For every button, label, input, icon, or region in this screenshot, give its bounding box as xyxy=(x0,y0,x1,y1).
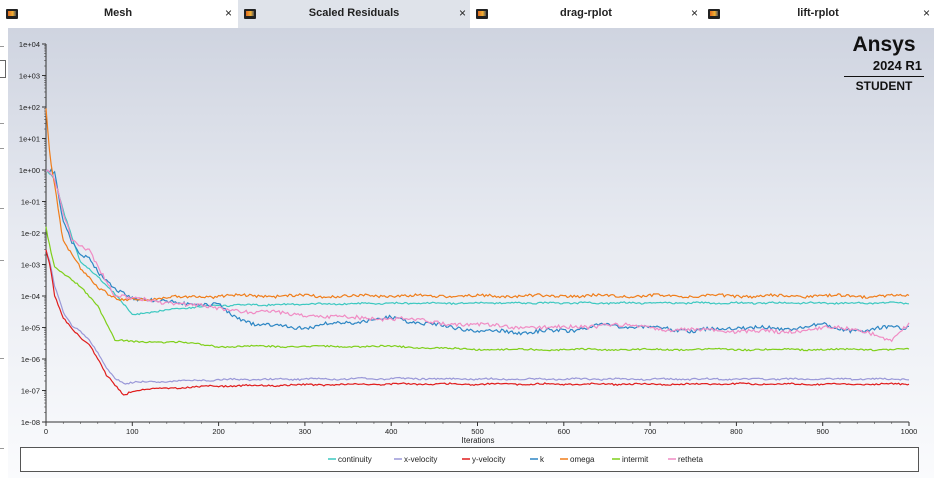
series-line-omega xyxy=(45,108,910,302)
divider xyxy=(0,358,4,359)
y-tick-label: 1e-08 xyxy=(21,418,40,427)
y-tick-label: 1e-04 xyxy=(21,292,40,301)
series-line-k xyxy=(45,168,910,336)
x-tick-label: 400 xyxy=(385,427,398,436)
tab-label: Scaled Residuals xyxy=(308,7,400,19)
axes xyxy=(42,43,910,426)
x-tick-label: 1000 xyxy=(901,427,918,436)
y-tick-label: 1e+02 xyxy=(19,103,40,112)
divider xyxy=(0,46,4,47)
panel-collapse-button[interactable] xyxy=(0,60,6,78)
y-tick-label: 1e-06 xyxy=(21,355,40,364)
fluent-graphics-window-icon xyxy=(6,9,18,19)
ansys-logo: Ansys 2024 R1 STUDENT xyxy=(844,34,924,98)
tab-scaled-residuals[interactable]: Scaled Residuals × xyxy=(238,0,470,28)
y-tick-label: 1e-01 xyxy=(21,198,40,207)
close-icon[interactable]: × xyxy=(458,6,466,20)
brand-name: Ansys xyxy=(852,33,916,56)
x-tick-label: 900 xyxy=(816,427,829,436)
series-lines xyxy=(45,108,910,396)
series-line-retheta xyxy=(45,169,910,343)
x-tick-labels: 0 100 200 300 400 500 600 700 800 900 1000 xyxy=(44,427,917,436)
tab-label: Mesh xyxy=(103,7,133,19)
y-tick-label: 1e-07 xyxy=(21,387,40,396)
x-tick-label: 200 xyxy=(212,427,225,436)
x-tick-label: 800 xyxy=(730,427,743,436)
divider xyxy=(0,448,4,449)
x-tick-label: 300 xyxy=(299,427,312,436)
x-tick-label: 100 xyxy=(126,427,139,436)
divider xyxy=(0,148,4,149)
x-tick-label: 600 xyxy=(558,427,571,436)
y-tick-label: 1e-02 xyxy=(21,229,40,238)
fluent-graphics-window-icon xyxy=(708,9,720,19)
divider xyxy=(0,260,4,261)
tab-drag-rplot[interactable]: drag-rplot × xyxy=(470,0,702,28)
close-icon[interactable]: × xyxy=(922,6,930,20)
x-tick-label: 700 xyxy=(644,427,657,436)
tab-mesh[interactable]: Mesh × xyxy=(0,0,236,28)
y-tick-label: 1e+01 xyxy=(19,135,40,144)
divider xyxy=(0,123,4,124)
x-tick-label: 0 xyxy=(44,427,48,436)
x-axis-title: Iterations xyxy=(462,436,495,445)
x-tick-label: 500 xyxy=(471,427,484,436)
close-icon[interactable]: × xyxy=(224,6,232,20)
graphics-tab-bar: Mesh × Scaled Residuals × drag-rplot × l… xyxy=(0,0,936,28)
left-toolbar-edge xyxy=(0,28,6,483)
y-tick-label: 1e+03 xyxy=(19,72,40,81)
y-tick-label: 1e-03 xyxy=(21,261,40,270)
close-icon[interactable]: × xyxy=(690,6,698,20)
series-line-continuity xyxy=(45,170,910,316)
series-line-intermit xyxy=(45,226,910,352)
tab-label: drag-rplot xyxy=(560,7,612,19)
series-line-y-velocity xyxy=(45,249,910,396)
y-tick-labels: 1e+04 1e+03 1e+02 1e+01 1e+00 1e-01 1e-02 1e-03… xyxy=(19,40,40,427)
legend xyxy=(20,447,919,472)
tab-label: lift-rplot xyxy=(797,7,839,19)
y-tick-label: 1e-05 xyxy=(21,324,40,333)
fluent-graphics-window-icon xyxy=(476,9,488,19)
graphics-window[interactable] xyxy=(8,28,934,478)
brand-version: 2024 R1 xyxy=(872,58,922,73)
brand-edition: STUDENT xyxy=(855,79,913,93)
y-tick-label: 1e+00 xyxy=(19,166,40,175)
tab-lift-rplot[interactable]: lift-rplot × xyxy=(702,0,934,28)
divider xyxy=(0,208,4,209)
divider xyxy=(844,76,924,77)
y-tick-label: 1e+04 xyxy=(19,40,40,49)
series-line-x-velocity xyxy=(45,250,910,385)
fluent-graphics-window-icon xyxy=(244,9,256,19)
